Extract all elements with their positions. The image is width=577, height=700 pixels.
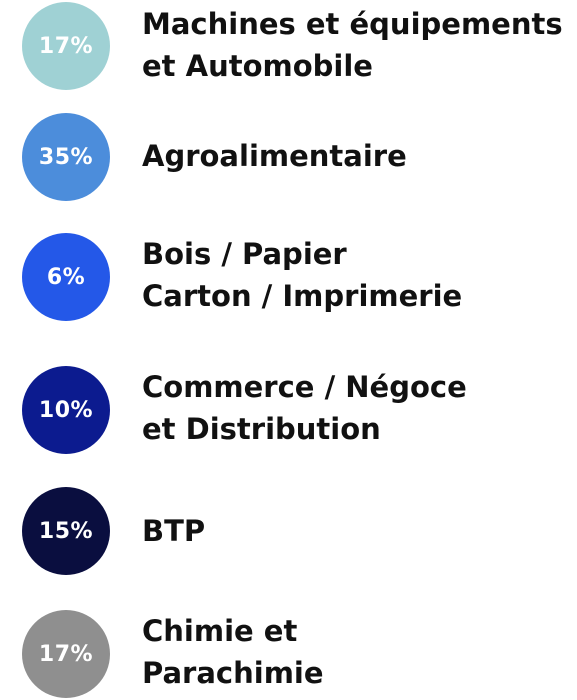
category-label-line1: BTP [142,514,206,548]
category-label-line1: Commerce / Négoce [142,370,467,404]
percentage-circle: 35% [22,113,110,201]
category-label-line2: et Automobile [142,49,373,83]
category-label-line2: et Distribution [142,412,381,446]
category-label-line1: Machines et équipements [142,7,563,41]
percentage-circle: 6% [22,233,110,321]
percentage-circle: 17% [22,2,110,90]
category-label: Bois / Papier Carton / Imprimerie [142,233,462,317]
percentage-circle: 10% [22,366,110,454]
category-label-line2: Parachimie [142,656,324,690]
category-label: BTP [142,510,205,552]
category-label-line2: Carton / Imprimerie [142,279,463,313]
category-label: Machines et équipements et Automobile [142,3,563,87]
category-label: Agroalimentaire [142,135,407,177]
category-label: Commerce / Négoce et Distribution [142,366,467,450]
category-label-line1: Chimie et [142,614,298,648]
category-label-line1: Agroalimentaire [142,139,407,173]
percentage-circle: 15% [22,487,110,575]
category-label: Chimie et Parachimie [142,610,324,694]
category-label-line1: Bois / Papier [142,237,347,271]
percentage-circle: 17% [22,610,110,698]
